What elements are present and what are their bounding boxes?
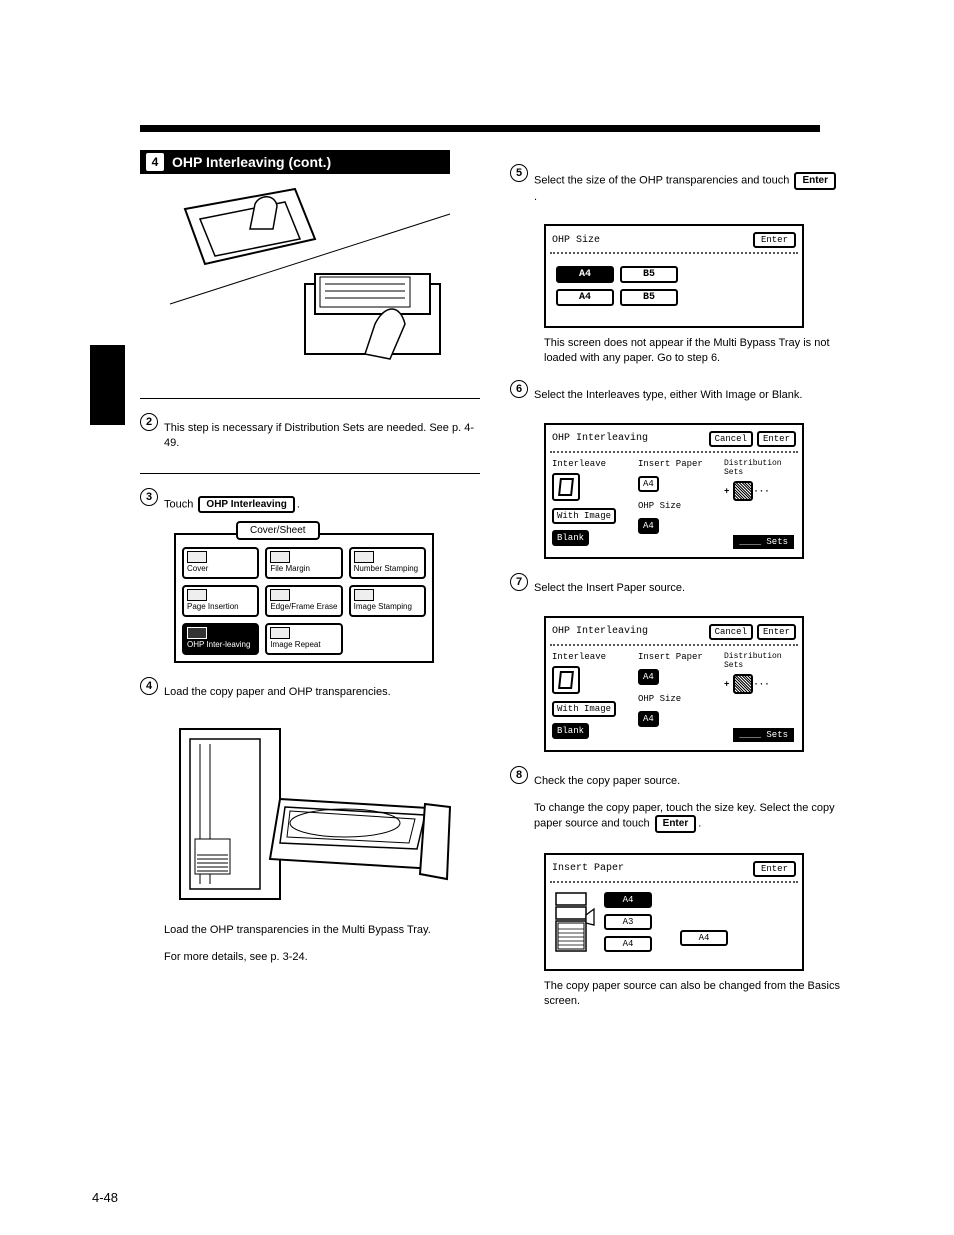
step-6-text: Select the Interleaves type, either With… xyxy=(534,388,802,403)
panel-title: OHP Interleaving xyxy=(552,626,648,637)
size-b5-portrait[interactable]: B5 xyxy=(620,266,678,283)
step-5-pre: Select the size of the OHP transparencie… xyxy=(534,175,789,187)
note-5: This screen does not appear if the Multi… xyxy=(544,336,840,366)
bypass-tray-a4[interactable]: A4 xyxy=(680,930,728,946)
step-5: 5 Select the size of the OHP transparenc… xyxy=(510,164,840,216)
cover-button[interactable]: Cover xyxy=(182,547,259,579)
enter-button[interactable]: Enter xyxy=(753,232,796,248)
step-2: 2 This step is necessary if Distribution… xyxy=(140,413,480,463)
step-number-icon: 7 xyxy=(510,573,528,591)
step-3-post: . xyxy=(297,498,300,510)
step-number-icon: 5 xyxy=(510,164,528,182)
enter-key[interactable]: Enter xyxy=(794,172,836,190)
section-header: 4 OHP Interleaving (cont.) xyxy=(140,150,450,174)
step-3: 3 Touch OHP Interleaving. xyxy=(140,488,480,526)
file-margin-button[interactable]: File Margin xyxy=(265,547,342,579)
panel-title: OHP Interleaving xyxy=(552,433,648,444)
image-repeat-button[interactable]: Image Repeat xyxy=(265,623,342,655)
insert-paper-header: Insert Paper xyxy=(638,652,718,662)
ohp-size-panel: OHP Size Enter A4 B5 A4 B5 xyxy=(544,224,804,328)
panel-title: OHP Size xyxy=(552,235,600,246)
step-number-icon: 6 xyxy=(510,380,528,398)
interleave-header: Interleave xyxy=(552,652,632,662)
distribution-sets-button[interactable] xyxy=(733,674,753,694)
step-8-text-b-post: . xyxy=(698,818,701,830)
size-a4-portrait[interactable]: A4 xyxy=(556,266,614,283)
top-rule xyxy=(140,125,820,132)
step-8-text-a: Check the copy paper source. xyxy=(534,774,840,789)
page-number: 4-48 xyxy=(92,1190,118,1205)
chapter-side-tab xyxy=(90,345,125,425)
ohp-size-a4[interactable]: A4 xyxy=(638,711,659,727)
ohp-interleaving-panel-2: OHP Interleaving Cancel Enter Interleave… xyxy=(544,616,804,752)
page-insertion-button[interactable]: Page Insertion xyxy=(182,585,259,617)
blank-button[interactable]: Blank xyxy=(552,723,589,739)
step-4: 4 Load the copy paper and OHP transparen… xyxy=(140,677,480,712)
step-number-icon: 8 xyxy=(510,766,528,784)
illustration-place-originals xyxy=(165,184,455,384)
insert-paper-a4[interactable]: A4 xyxy=(638,476,659,492)
image-stamping-button[interactable]: Image Stamping xyxy=(349,585,426,617)
with-image-button[interactable]: With Image xyxy=(552,508,616,524)
note-4b: For more details, see p. 3-24. xyxy=(164,950,480,965)
two-column-layout: 4 OHP Interleaving (cont.) xyxy=(140,150,864,1021)
step-6: 6 Select the Interleaves type, either Wi… xyxy=(510,380,840,415)
insert-paper-a4-selected[interactable]: A4 xyxy=(638,669,659,685)
tray-diagram-icon xyxy=(552,889,596,961)
interleave-icon xyxy=(552,666,580,694)
step-8: 8 Check the copy paper source. To change… xyxy=(510,766,840,845)
tray-3-a4[interactable]: A4 xyxy=(604,936,652,952)
step-number-icon: 3 xyxy=(140,488,158,506)
sets-indicator: ____ Sets xyxy=(733,728,794,742)
step-number-icon: 2 xyxy=(140,413,158,431)
step-number-icon: 4 xyxy=(140,677,158,695)
panel-title: Insert Paper xyxy=(552,863,624,874)
interleave-icon xyxy=(552,473,580,501)
right-column: 5 Select the size of the OHP transparenc… xyxy=(510,150,840,1021)
enter-button[interactable]: Enter xyxy=(757,431,796,447)
left-column: 4 OHP Interleaving (cont.) xyxy=(140,150,480,1021)
cancel-button[interactable]: Cancel xyxy=(709,624,753,640)
enter-button[interactable]: Enter xyxy=(753,861,796,877)
insert-paper-header: Insert Paper xyxy=(638,459,718,469)
step-2-text: This step is necessary if Distribution S… xyxy=(164,421,480,451)
cover-sheet-title: Cover/Sheet xyxy=(236,521,320,540)
step-7: 7 Select the Insert Paper source. xyxy=(510,573,840,608)
distribution-sets-header: Distribution Sets xyxy=(724,459,796,477)
edge-frame-erase-button[interactable]: Edge/Frame Erase xyxy=(265,585,342,617)
blank-button[interactable]: Blank xyxy=(552,530,589,546)
sets-indicator: ____ Sets xyxy=(733,535,794,549)
size-a4-landscape[interactable]: A4 xyxy=(556,289,614,306)
number-stamping-button[interactable]: Number Stamping xyxy=(349,547,426,579)
size-b5-landscape[interactable]: B5 xyxy=(620,289,678,306)
note-8: The copy paper source can also be change… xyxy=(544,979,840,1009)
insert-paper-panel: Insert Paper Enter xyxy=(544,853,804,971)
ohp-size-header: OHP Size xyxy=(638,501,718,511)
ohp-size-header: OHP Size xyxy=(638,694,718,704)
ohp-interleaving-button[interactable]: OHP Inter-leaving xyxy=(182,623,259,655)
with-image-button[interactable]: With Image xyxy=(552,701,616,717)
step-5-post: . xyxy=(534,191,537,203)
distribution-sets-header: Distribution Sets xyxy=(724,652,796,670)
tray-2-a3[interactable]: A3 xyxy=(604,914,652,930)
note-4a: Load the OHP transparencies in the Multi… xyxy=(164,923,480,938)
interleave-header: Interleave xyxy=(552,459,632,469)
ohp-interleaving-key[interactable]: OHP Interleaving xyxy=(198,496,294,514)
step-4-text: Load the copy paper and OHP transparenci… xyxy=(164,685,391,700)
tray-1-a4[interactable]: A4 xyxy=(604,892,652,908)
section-title: OHP Interleaving (cont.) xyxy=(172,154,331,170)
ohp-size-a4[interactable]: A4 xyxy=(638,518,659,534)
section-number: 4 xyxy=(146,153,164,171)
cover-sheet-menu: Cover/Sheet Cover File Margin Number Sta… xyxy=(174,533,434,662)
enter-button[interactable]: Enter xyxy=(757,624,796,640)
enter-key[interactable]: Enter xyxy=(655,815,697,833)
cancel-button[interactable]: Cancel xyxy=(709,431,753,447)
step-7-text: Select the Insert Paper source. xyxy=(534,581,685,596)
distribution-sets-button[interactable] xyxy=(733,481,753,501)
ohp-interleaving-panel-1: OHP Interleaving Cancel Enter Interleave… xyxy=(544,423,804,559)
step-3-pre: Touch xyxy=(164,498,193,510)
illustration-bypass-tray xyxy=(165,719,455,909)
